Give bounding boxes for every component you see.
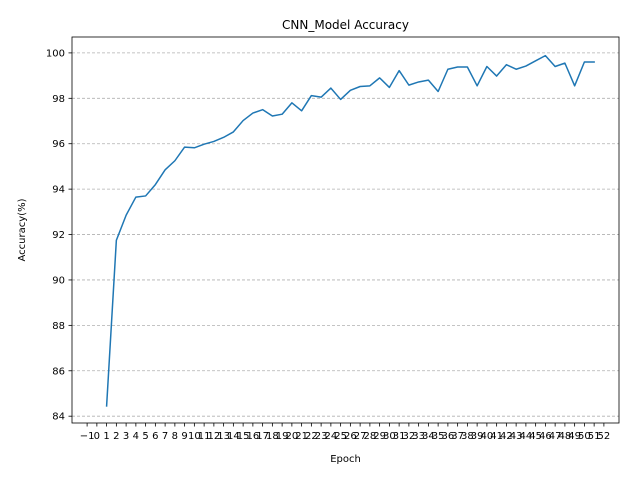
x-axis-label: Epoch bbox=[330, 454, 361, 465]
x-tick-label: 52 bbox=[598, 431, 611, 442]
x-tick-label: 9 bbox=[181, 431, 187, 442]
y-tick-label: 92 bbox=[52, 230, 65, 241]
y-tick-label: 84 bbox=[52, 412, 65, 423]
x-tick-label: 23 bbox=[315, 431, 328, 442]
x-tick-label: 29 bbox=[373, 431, 386, 442]
x-tick-label: 10 bbox=[188, 431, 201, 442]
x-tick-label: 6 bbox=[152, 431, 158, 442]
x-tick-label: 14 bbox=[227, 431, 240, 442]
x-tick-label: 0 bbox=[94, 431, 100, 442]
x-tick-label: 26 bbox=[344, 431, 357, 442]
y-axis-label: Accuracy(%) bbox=[17, 198, 28, 261]
x-tick-label: 46 bbox=[539, 431, 552, 442]
x-tick-label: 40 bbox=[481, 431, 494, 442]
x-tick-label: 48 bbox=[559, 431, 572, 442]
x-tick-label: 20 bbox=[286, 431, 299, 442]
y-tick-label: 90 bbox=[52, 275, 65, 286]
x-tick-label: 3 bbox=[123, 431, 129, 442]
series-line bbox=[105, 54, 595, 407]
x-tick-label: 12 bbox=[208, 431, 221, 442]
x-tick-label: 30 bbox=[383, 431, 396, 442]
x-tick-label: 49 bbox=[568, 431, 581, 442]
x-tick-label: 50 bbox=[578, 431, 591, 442]
x-tick-label: 1 bbox=[103, 431, 109, 442]
x-tick-label: 33 bbox=[412, 431, 425, 442]
x-tick-label: 16 bbox=[247, 431, 260, 442]
x-tick-label: 43 bbox=[510, 431, 523, 442]
x-tick-label: 7 bbox=[162, 431, 168, 442]
x-tick-label: 45 bbox=[529, 431, 542, 442]
x-tick-label: 13 bbox=[217, 431, 230, 442]
x-tick-label: 51 bbox=[588, 431, 601, 442]
x-tick-label: 38 bbox=[461, 431, 474, 442]
y-tick-label: 100 bbox=[46, 48, 65, 59]
x-tick-label: 28 bbox=[364, 431, 377, 442]
series-layer bbox=[105, 54, 595, 407]
x-tick-label: 21 bbox=[295, 431, 308, 442]
x-tick-label: 5 bbox=[142, 431, 148, 442]
x-tick-label: 17 bbox=[256, 431, 269, 442]
x-tick-label: 44 bbox=[520, 431, 533, 442]
x-tick-label: 22 bbox=[305, 431, 318, 442]
x-tick-label: 31 bbox=[393, 431, 406, 442]
x-tick-label: 39 bbox=[471, 431, 484, 442]
x-tick-label: 42 bbox=[500, 431, 513, 442]
x-tick-label: 15 bbox=[237, 431, 250, 442]
x-tick-label: 32 bbox=[403, 431, 416, 442]
x-tick-label: 8 bbox=[172, 431, 178, 442]
x-tick-label: 25 bbox=[334, 431, 347, 442]
y-tick-label: 86 bbox=[52, 366, 65, 377]
y-tick-label: 96 bbox=[52, 139, 65, 150]
y-tick-label: 88 bbox=[52, 321, 65, 332]
x-tick-label: 47 bbox=[549, 431, 562, 442]
chart-title: CNN_Model Accuracy bbox=[282, 18, 409, 32]
x-tick-label: 4 bbox=[133, 431, 139, 442]
x-tick-label: 24 bbox=[325, 431, 338, 442]
x-tick-label: 11 bbox=[198, 431, 211, 442]
y-tick-label: 94 bbox=[52, 185, 65, 196]
y-axis-ticks: 84 86 88 90 92 94 96 98 100 bbox=[46, 48, 72, 423]
x-tick-label: −1 bbox=[80, 431, 95, 442]
x-tick-label: 41 bbox=[490, 431, 503, 442]
x-tick-label: 37 bbox=[451, 431, 464, 442]
x-tick-label: 34 bbox=[422, 431, 435, 442]
grid-lines bbox=[72, 52, 619, 417]
x-tick-label: 19 bbox=[276, 431, 289, 442]
x-tick-label: 35 bbox=[432, 431, 445, 442]
plot-area-frame bbox=[71, 36, 620, 424]
y-tick-label: 98 bbox=[52, 94, 65, 105]
x-tick-label: 27 bbox=[354, 431, 367, 442]
x-tick-label: 18 bbox=[266, 431, 279, 442]
x-axis-ticks: −1 0 1 2 3 4 5 6 7 8 9 1011121314151617181920212223… bbox=[80, 423, 611, 442]
x-tick-label: 36 bbox=[442, 431, 455, 442]
x-tick-label: 2 bbox=[113, 431, 119, 442]
